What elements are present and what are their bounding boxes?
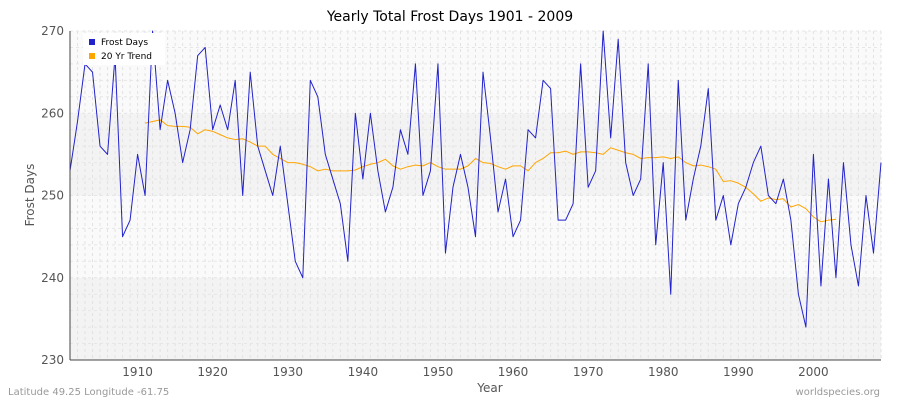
- footer-location: Latitude 49.25 Longitude -61.75: [8, 387, 169, 398]
- legend-box: [83, 33, 165, 65]
- tick-labels: 230 240 250 260 270 1910 1920 1930 1940 1950 1960 1…: [41, 24, 829, 379]
- legend-label-frost-days: Frost Days: [101, 38, 148, 48]
- x-tick-label: 1950: [423, 365, 454, 379]
- x-tick-label: 1920: [197, 365, 228, 379]
- series-line-20-yr-trend: [144, 119, 836, 223]
- y-tick-label: 230: [41, 353, 64, 367]
- y-tick-label: 240: [41, 271, 64, 285]
- series-line-frost-days: [69, 30, 882, 328]
- legend-swatch-frost-days: [89, 39, 95, 45]
- x-tick-label: 1990: [723, 365, 754, 379]
- axes: [69, 31, 881, 361]
- legend: Frost Days 20 Yr Trend: [83, 33, 165, 65]
- x-axis-title: Year: [476, 381, 502, 395]
- chart-title: Yearly Total Frost Days 1901 - 2009: [326, 9, 573, 25]
- x-tick-label: 2000: [798, 365, 829, 379]
- x-tick-label: 1970: [573, 365, 604, 379]
- x-tick-label: 1930: [272, 365, 303, 379]
- x-tick-label: 1910: [122, 365, 153, 379]
- y-tick-label: 260: [41, 106, 64, 120]
- x-tick-label: 1960: [498, 365, 529, 379]
- footer-source: worldspecies.org: [796, 387, 880, 398]
- y-axis-title: Frost Days: [23, 164, 37, 227]
- y-tick-label: 270: [41, 24, 64, 38]
- legend-label-trend: 20 Yr Trend: [101, 52, 152, 62]
- y-tick-label: 250: [41, 189, 64, 203]
- series-layer: [69, 30, 882, 328]
- x-tick-label: 1980: [648, 365, 679, 379]
- legend-swatch-trend: [89, 53, 95, 59]
- x-tick-label: 1940: [348, 365, 379, 379]
